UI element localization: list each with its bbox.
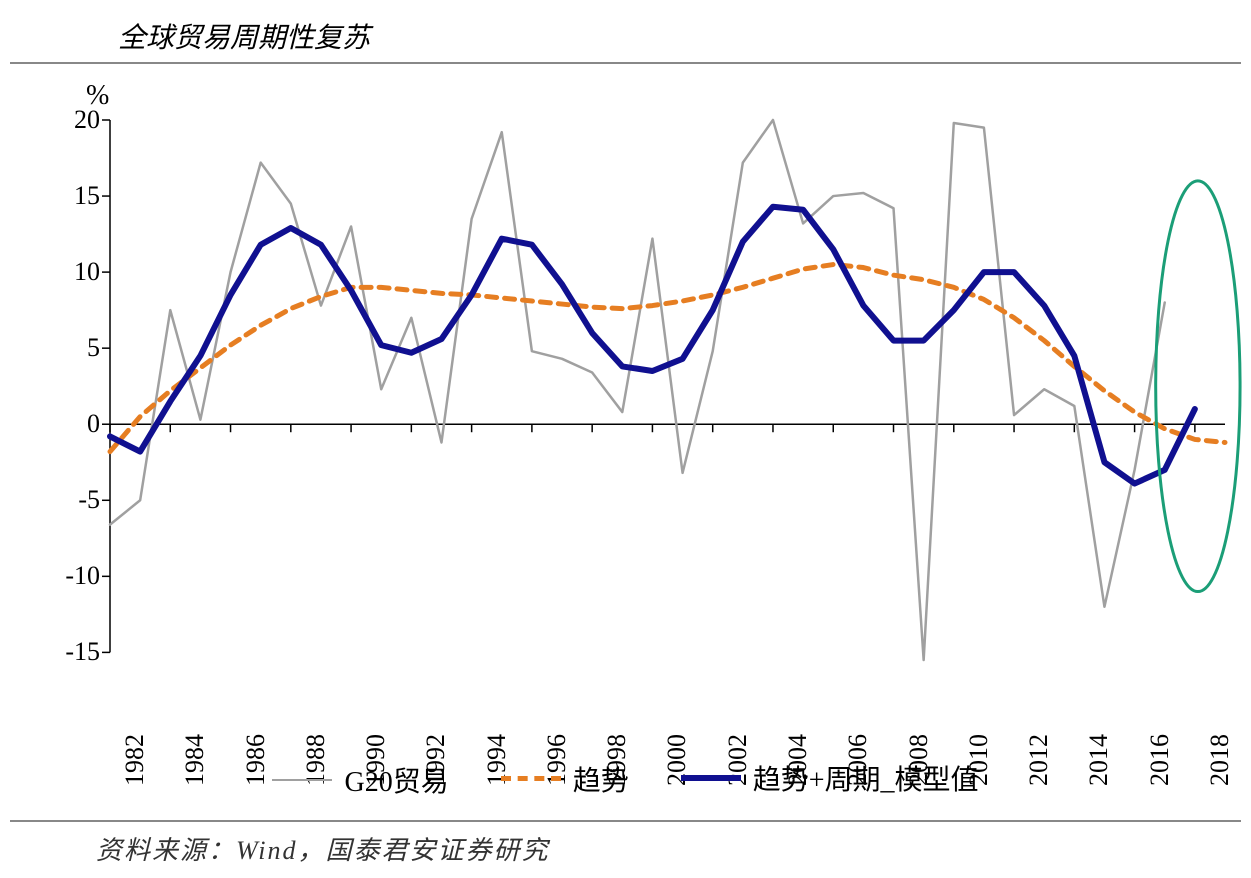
y-tick-label: -5 bbox=[40, 485, 100, 515]
legend-swatch-model bbox=[681, 775, 741, 781]
series-g20 bbox=[110, 120, 1165, 660]
y-tick-label: -15 bbox=[40, 637, 100, 667]
legend-item-model: 趋势+周期_模型值 bbox=[681, 758, 979, 798]
y-tick-label: 20 bbox=[40, 105, 100, 135]
rule-bottom bbox=[10, 820, 1241, 822]
source-label: 资料来源：Wind，国泰君安证券研究 bbox=[96, 830, 549, 867]
y-tick-label: 5 bbox=[40, 333, 100, 363]
y-tick-label: 10 bbox=[40, 257, 100, 287]
y-tick-label: 15 bbox=[40, 181, 100, 211]
annotation-ellipse bbox=[1156, 181, 1240, 592]
y-tick-label: 0 bbox=[40, 409, 100, 439]
series-group bbox=[110, 120, 1225, 660]
legend-item-g20: G20贸易 bbox=[272, 760, 448, 800]
legend-item-trend: 趋势 bbox=[501, 759, 629, 799]
legend-swatch-g20 bbox=[272, 779, 332, 781]
legend-label-model: 趋势+周期_模型值 bbox=[753, 758, 979, 798]
y-ticks bbox=[102, 120, 110, 652]
x-ticks bbox=[110, 424, 1195, 432]
y-tick-label: -10 bbox=[40, 561, 100, 591]
legend-swatch-trend bbox=[501, 776, 561, 781]
legend-label-trend: 趋势 bbox=[573, 759, 629, 799]
legend-label-g20: G20贸易 bbox=[344, 760, 448, 800]
legend: G20贸易 趋势 趋势+周期_模型值 bbox=[0, 758, 1251, 800]
